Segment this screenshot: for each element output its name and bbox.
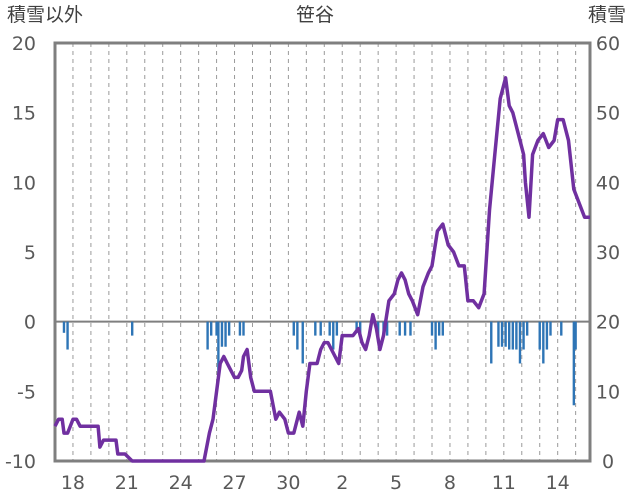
left-tick-label: 20 — [12, 33, 36, 55]
precip-bar — [500, 321, 504, 347]
left-axis-title: 積雪以外 — [7, 4, 84, 26]
right-tick-label: 0 — [602, 451, 614, 473]
precip-bar — [398, 321, 401, 336]
precip-bar — [497, 321, 500, 347]
left-tick-label: 5 — [24, 242, 36, 264]
x-tick-label: 5 — [390, 472, 402, 494]
precip-bar — [220, 321, 224, 347]
precip-bar — [538, 321, 541, 350]
precip-bar — [549, 321, 552, 336]
plot-frame — [53, 41, 592, 463]
precip-bar — [335, 321, 339, 336]
precip-bar — [511, 321, 515, 350]
precip-bar — [490, 321, 493, 364]
left-tick-label: -10 — [5, 451, 36, 473]
precip-bar — [62, 321, 66, 333]
right-tick-label: 60 — [596, 33, 620, 55]
bar-layer — [62, 321, 577, 406]
precip-bar — [319, 321, 322, 336]
x-tick-label: 8 — [444, 472, 456, 494]
x-tick-label: 30 — [276, 472, 300, 494]
precip-bar — [560, 321, 563, 336]
temperature-line — [53, 76, 590, 463]
precip-bar — [508, 321, 511, 350]
precip-bar — [504, 321, 507, 347]
precip-bar — [542, 321, 545, 364]
precip-bar — [355, 321, 358, 333]
precip-bar — [332, 321, 335, 350]
left-tick-label: 10 — [12, 172, 36, 194]
right-tick-label: 50 — [596, 103, 620, 125]
precip-bar — [217, 321, 220, 378]
x-tick-label: 27 — [222, 472, 246, 494]
precip-bar — [430, 321, 434, 336]
right-tick-label: 20 — [596, 312, 620, 334]
precip-bar — [441, 321, 444, 336]
precip-bar — [215, 321, 218, 336]
precip-bar — [130, 321, 134, 336]
left-tick-label: -5 — [17, 381, 36, 403]
precip-bar — [437, 321, 441, 336]
precip-bar — [434, 321, 437, 350]
precip-bar — [403, 321, 407, 336]
precip-bar — [314, 321, 317, 336]
precip-bar — [574, 321, 577, 350]
right-tick-label: 40 — [596, 172, 620, 194]
x-tick-label: 11 — [492, 472, 516, 494]
precip-bar — [409, 321, 412, 336]
left-tick-label: 0 — [24, 312, 36, 334]
precip-bar — [242, 321, 245, 336]
tick-layer: -10 -5 0 5 10 15 20 0 10 20 30 40 50 60 18 21 24 27 30 2 5 8 1… — [5, 33, 620, 494]
precip-bar — [238, 321, 242, 336]
precip-bar — [385, 321, 389, 336]
precip-bar — [296, 321, 299, 350]
right-axis-title: 積雪 — [588, 4, 627, 26]
precip-bar — [522, 321, 525, 350]
precip-bar — [292, 321, 295, 336]
chart-title: 笹谷 — [296, 4, 335, 26]
x-tick-label: 2 — [336, 472, 348, 494]
precip-bar — [209, 321, 213, 336]
precip-bar — [301, 321, 304, 364]
precip-bar — [525, 321, 529, 336]
left-tick-label: 15 — [12, 103, 36, 125]
precip-bar — [545, 321, 549, 350]
precip-bar — [515, 321, 518, 350]
x-tick-label: 21 — [115, 472, 139, 494]
precip-bar — [328, 321, 331, 336]
x-tick-label: 24 — [169, 472, 193, 494]
precip-bar — [518, 321, 522, 364]
precip-bar — [572, 321, 576, 406]
precip-bar — [66, 321, 69, 350]
x-tick-label: 18 — [61, 472, 85, 494]
x-tick-label: 14 — [546, 472, 570, 494]
precip-bar — [227, 321, 231, 336]
precip-bar — [206, 321, 209, 350]
precip-bar — [224, 321, 227, 347]
right-tick-label: 10 — [596, 381, 620, 403]
right-tick-label: 30 — [596, 242, 620, 264]
